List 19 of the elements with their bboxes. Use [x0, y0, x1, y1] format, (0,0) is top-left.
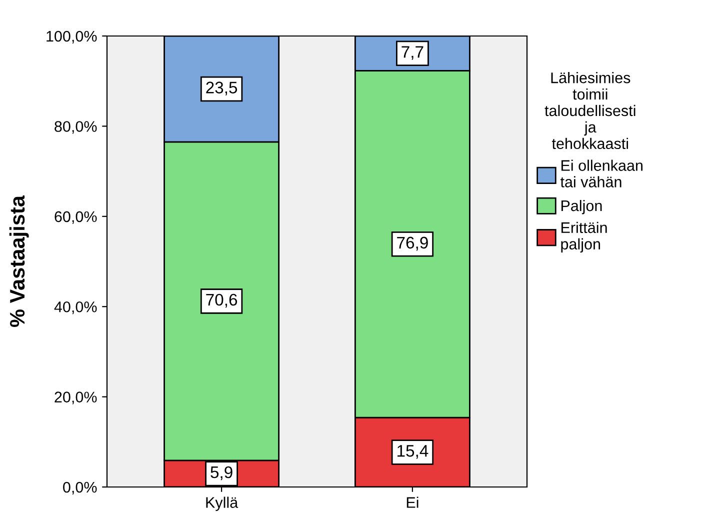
y-tick-label: 80,0%: [54, 121, 97, 134]
y-axis-title: % Vastaajista: [9, 195, 29, 327]
y-tick-label: 100,0%: [46, 30, 97, 44]
data-label: 5,9: [210, 466, 232, 480]
y-tick-label: 40,0%: [54, 301, 97, 314]
y-tick-label: 0,0%: [63, 482, 97, 494]
x-tick-label: Kyllä: [206, 496, 238, 511]
x-tick-label: Ei: [406, 496, 418, 508]
legend-label: Paljon: [561, 200, 602, 214]
legend-title: Lähiesimies toimii taloudellisesti ja tehokkaasti: [544, 72, 636, 150]
data-label: 76,9: [397, 236, 428, 251]
y-tick-label: 20,0%: [54, 392, 97, 404]
data-label: 70,6: [206, 294, 238, 308]
y-tick-label: 60,0%: [54, 211, 97, 224]
data-label: 23,5: [206, 82, 238, 96]
data-label: 7,7: [402, 46, 424, 60]
data-label: 15,4: [398, 445, 428, 459]
legend-label: Ei ollenkaan tai vähän: [560, 160, 642, 188]
legend-label: Erittäin paljon: [561, 222, 607, 253]
